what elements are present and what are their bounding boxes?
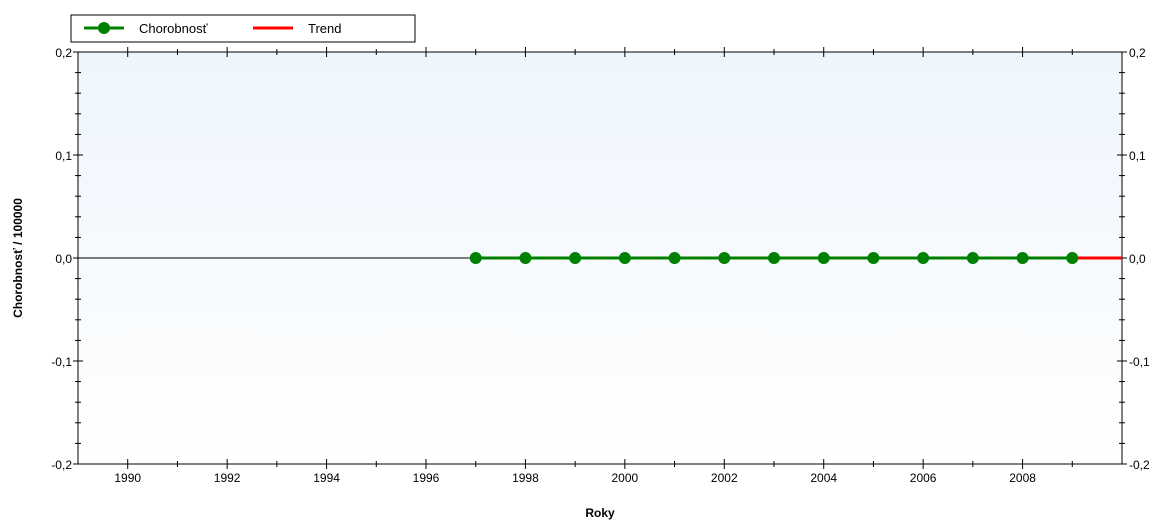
data-point xyxy=(1066,252,1079,264)
data-point xyxy=(618,252,631,264)
y-axis-title: Chorobnosť / 100000 xyxy=(11,198,25,318)
legend: Chorobnosť Trend xyxy=(70,14,416,43)
x-tick-label: 1998 xyxy=(512,471,539,485)
x-tick-label: 2002 xyxy=(711,471,738,485)
y-tick-label-right: 0,2 xyxy=(1129,46,1146,60)
x-tick-label: 2008 xyxy=(1009,471,1036,485)
y-tick-label-left: -0,2 xyxy=(51,458,72,472)
legend-marker-chorobnost xyxy=(98,22,110,34)
x-axis-title: Roky xyxy=(585,506,615,520)
ticks: 0,2 0,2 0,1 0,1 0,0 0,0 -0,1 -0,1 -0,2 -0,2 1990 19… xyxy=(51,46,1150,485)
x-tick-label: 2004 xyxy=(810,471,837,485)
series-layer xyxy=(469,252,1122,264)
y-tick-label-right: -0,1 xyxy=(1129,355,1150,369)
x-tick-label: 1990 xyxy=(114,471,141,485)
y-tick-label-left: 0,1 xyxy=(55,149,72,163)
x-tick-label: 1996 xyxy=(413,471,440,485)
y-tick-label-left: -0,1 xyxy=(51,355,72,369)
x-tick-label: 2006 xyxy=(910,471,937,485)
legend-label-chorobnost: Chorobnosť xyxy=(139,21,208,36)
data-point xyxy=(519,252,532,264)
data-point xyxy=(469,252,482,264)
data-point xyxy=(569,252,582,264)
y-tick-label-right: -0,2 xyxy=(1129,458,1150,472)
data-point xyxy=(867,252,880,264)
legend-label-trend: Trend xyxy=(308,21,341,36)
x-tick-label: 1992 xyxy=(214,471,241,485)
data-point xyxy=(768,252,780,264)
legend-box xyxy=(70,14,416,43)
y-tick-label-left: 0,0 xyxy=(55,252,72,266)
data-point xyxy=(668,252,681,264)
y-tick-label-right: 0,0 xyxy=(1129,252,1146,266)
data-point xyxy=(917,252,930,264)
data-point xyxy=(817,252,830,264)
y-tick-label-left: 0,2 xyxy=(55,46,72,60)
data-point xyxy=(966,252,979,264)
x-tick-label: 2000 xyxy=(612,471,639,485)
data-point xyxy=(718,252,731,264)
x-tick-label: 1994 xyxy=(313,471,340,485)
data-point xyxy=(1016,252,1029,264)
y-tick-label-right: 0,1 xyxy=(1129,149,1146,163)
